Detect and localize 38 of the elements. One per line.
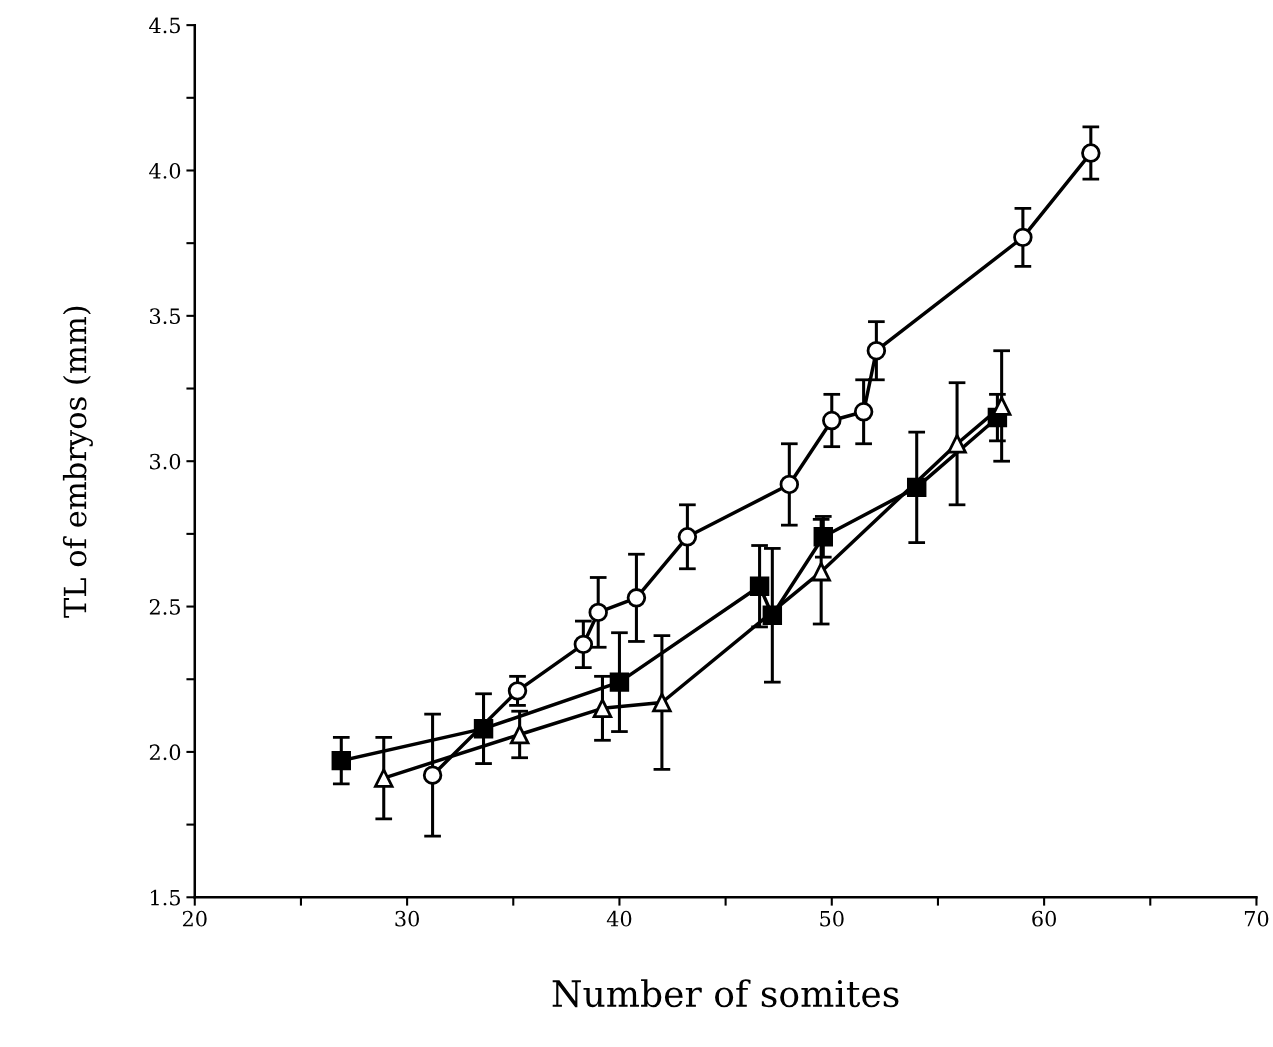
x-tick-label: 70 [1244, 910, 1269, 927]
y-tick-label: 1.5 [150, 889, 180, 906]
point [588, 602, 608, 623]
x-tick-label: 40 [606, 910, 632, 927]
point [592, 698, 613, 719]
y-tick-label: 3.5 [150, 308, 180, 325]
point [811, 561, 831, 582]
point [749, 576, 770, 596]
point [609, 672, 630, 692]
point [331, 750, 351, 771]
y-tick-label: 4.5 [149, 17, 180, 34]
y-tick-label: 2.0 [149, 744, 181, 761]
point [573, 634, 594, 655]
x-tick-label: 60 [1032, 910, 1056, 927]
point [677, 527, 698, 547]
point [853, 402, 874, 422]
y-tick-label: 4.0 [149, 162, 181, 179]
point [509, 724, 530, 745]
point [507, 681, 528, 701]
point [422, 765, 443, 785]
point [1013, 227, 1033, 248]
y-tick-label: 2.5 [149, 599, 180, 615]
x-tick-label: 30 [395, 910, 419, 927]
point [652, 692, 672, 713]
point [1081, 143, 1101, 163]
x-tick-label: 50 [820, 910, 844, 927]
point [813, 527, 834, 547]
x-axis-title: Number of somites [552, 979, 899, 1008]
point [822, 410, 842, 431]
point [779, 474, 800, 495]
point [947, 434, 967, 454]
point [626, 588, 647, 608]
y-axis-title: TL of embryos (mm) [62, 306, 93, 618]
point [866, 341, 887, 361]
point [374, 768, 394, 788]
x-tick-label: 20 [182, 910, 207, 927]
y-tick-label: 3.0 [150, 453, 181, 470]
point [473, 718, 494, 739]
